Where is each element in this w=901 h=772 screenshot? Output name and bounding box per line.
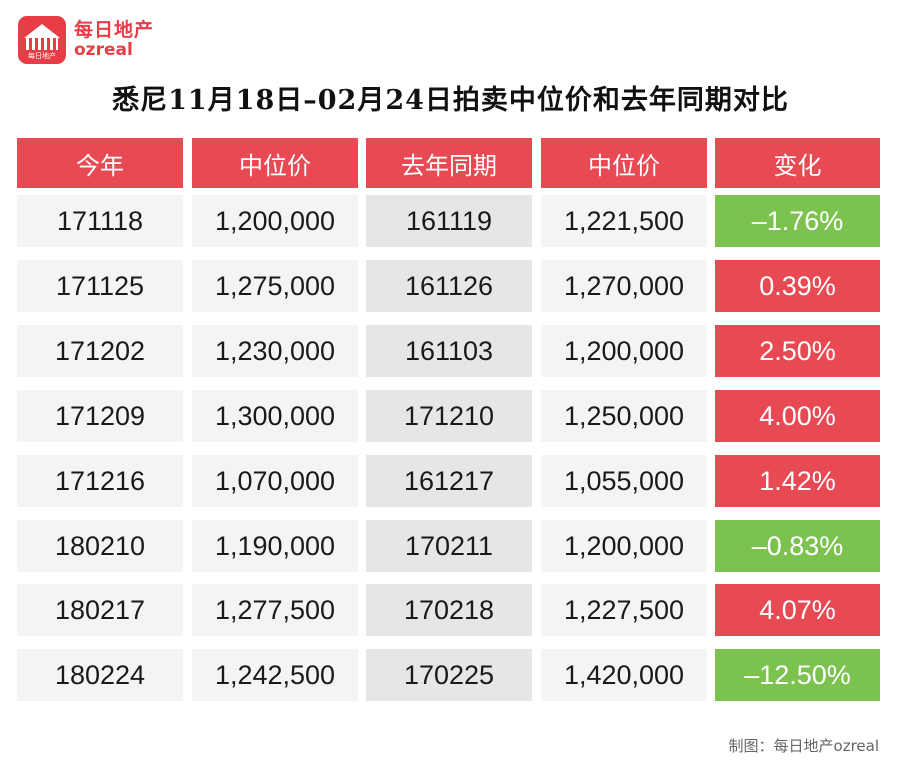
cell-last-year: 161103: [366, 325, 532, 377]
cell-last-median: 1,270,000: [541, 260, 707, 312]
cell-this-year: 171209: [17, 390, 183, 442]
cell-this-year: 180217: [17, 584, 183, 636]
cell-last-year: 161126: [366, 260, 532, 312]
logo-mini-text: 每日地产: [28, 52, 56, 60]
cell-last-year: 171210: [366, 390, 532, 442]
header-change: 变化: [715, 138, 880, 188]
header-last-year: 去年同期: [366, 138, 532, 188]
cell-change: –0.83%: [715, 520, 880, 572]
logo-icon: 每日地产: [18, 16, 66, 64]
cell-median: 1,070,000: [192, 455, 358, 507]
cell-change: 4.07%: [715, 584, 880, 636]
cell-last-median: 1,227,500: [541, 584, 707, 636]
page-title: 悉尼11月18日–02月24日拍卖中位价和去年同期对比: [112, 85, 789, 116]
cell-last-median: 1,221,500: [541, 195, 707, 247]
cell-median: 1,300,000: [192, 390, 358, 442]
cell-median: 1,230,000: [192, 325, 358, 377]
cell-change: –12.50%: [715, 649, 880, 701]
cell-median: 1,242,500: [192, 649, 358, 701]
cell-last-median: 1,055,000: [541, 455, 707, 507]
cell-last-year: 170211: [366, 520, 532, 572]
logo-name-en: ozreal: [74, 40, 133, 60]
cell-change: 0.39%: [715, 260, 880, 312]
logo-name-cn: 每日地产: [74, 19, 155, 41]
header-median: 中位价: [192, 138, 358, 188]
cell-change: 4.00%: [715, 390, 880, 442]
cell-median: 1,277,500: [192, 584, 358, 636]
cell-last-year: 161217: [366, 455, 532, 507]
cell-this-year: 180224: [17, 649, 183, 701]
brand-logo: 每日地产 每日地产 ozreal: [18, 16, 154, 64]
header-this-year: 今年: [17, 138, 183, 188]
credit-footer: 制图：每日地产ozreal: [728, 737, 879, 755]
cell-last-median: 1,200,000: [541, 520, 707, 572]
cell-last-median: 1,250,000: [541, 390, 707, 442]
cell-this-year: 171118: [17, 195, 183, 247]
header-last-median: 中位价: [541, 138, 707, 188]
cell-this-year: 171216: [17, 455, 183, 507]
cell-median: 1,275,000: [192, 260, 358, 312]
cell-this-year: 171202: [17, 325, 183, 377]
cell-last-median: 1,200,000: [541, 325, 707, 377]
cell-change: 1.42%: [715, 455, 880, 507]
cell-last-median: 1,420,000: [541, 649, 707, 701]
cell-median: 1,200,000: [192, 195, 358, 247]
cell-median: 1,190,000: [192, 520, 358, 572]
cell-last-year: 170225: [366, 649, 532, 701]
cell-last-year: 161119: [366, 195, 532, 247]
cell-this-year: 180210: [17, 520, 183, 572]
cell-this-year: 171125: [17, 260, 183, 312]
cell-last-year: 170218: [366, 584, 532, 636]
cell-change: –1.76%: [715, 195, 880, 247]
cell-change: 2.50%: [715, 325, 880, 377]
